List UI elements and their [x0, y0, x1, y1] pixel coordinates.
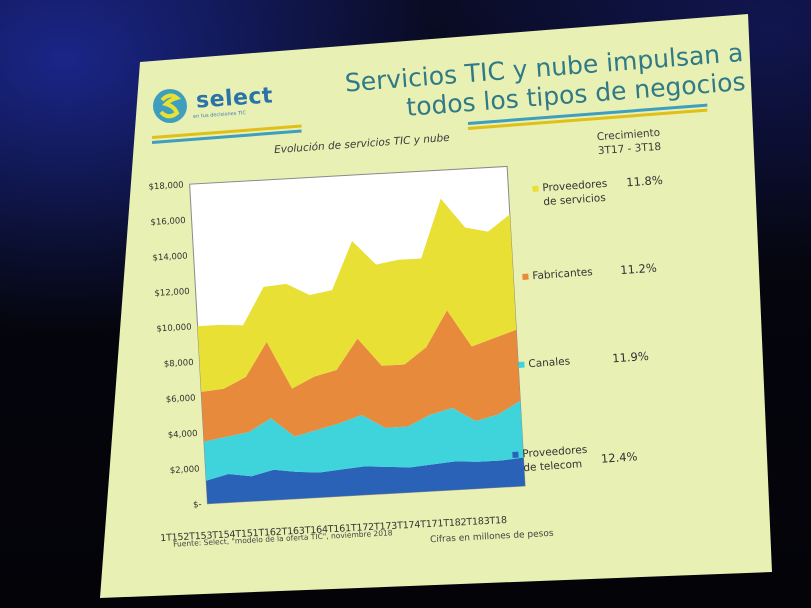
legend-swatch	[522, 273, 529, 280]
legend-label: Proveedores de servicios	[542, 177, 609, 209]
area-series-3	[197, 198, 517, 392]
y-tick-label: $8,000	[164, 358, 194, 370]
y-tick-label: $4,000	[168, 429, 198, 441]
growth-value: 12.4%	[600, 449, 638, 466]
y-tick-label: $18,000	[148, 181, 184, 193]
plot-area: $- $2,000 $4,000 $6,000 $8,000 $10,000 $12,000…	[148, 165, 526, 510]
growth-value: 11.2%	[619, 260, 658, 278]
area-series-2	[201, 310, 521, 442]
growth-value: 11.9%	[611, 348, 650, 366]
y-tick-label: $12,000	[154, 287, 190, 299]
y-tick-label: $14,000	[152, 252, 188, 264]
y-tick-label: $-	[193, 500, 202, 510]
legend-swatch	[532, 185, 539, 192]
legend-swatch	[512, 451, 519, 458]
legend-label: Canales	[528, 355, 571, 371]
area-series-0	[206, 457, 525, 504]
growth-value: 11.8%	[625, 172, 664, 190]
y-tick-label: $10,000	[156, 323, 192, 335]
legend-label: Proveedores de telecom	[522, 443, 589, 475]
area-series-1	[204, 400, 524, 481]
y-tick-label: $2,000	[170, 465, 200, 477]
legend-swatch	[518, 361, 525, 368]
y-tick-label: $6,000	[166, 394, 196, 406]
logo-icon	[153, 89, 187, 123]
y-tick-label: $16,000	[150, 216, 186, 228]
